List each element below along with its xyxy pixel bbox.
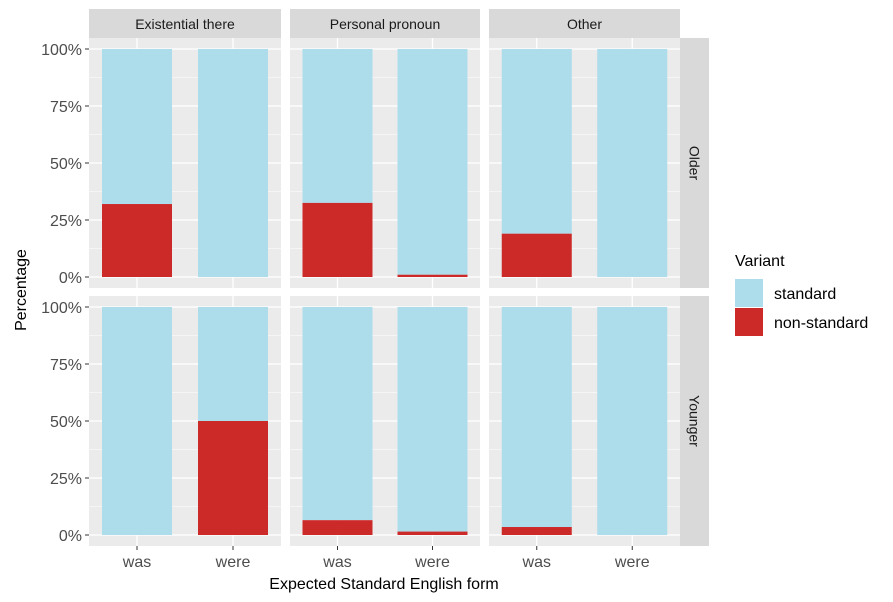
bar-standard-older-personal-pronoun-was	[302, 49, 373, 203]
x-axis-title: Expected Standard English form	[269, 576, 498, 593]
x-tick-label-were: were	[614, 554, 650, 571]
bar-standard-older-other-was	[501, 49, 572, 234]
bar-standard-older-existential-there-was	[102, 49, 172, 205]
y-tick-label: 0%	[59, 528, 82, 545]
y-tick-label: 25%	[50, 213, 82, 230]
row-strip-label-younger: Younger	[687, 395, 703, 447]
bar-non-standard-older-personal-pronoun-were	[397, 274, 468, 277]
bar-standard-younger-personal-pronoun-was	[302, 307, 373, 521]
y-tick-label: 25%	[50, 471, 82, 488]
bar-standard-younger-existential-there-were	[198, 307, 268, 421]
bar-non-standard-younger-existential-there-were	[198, 421, 268, 535]
column-strip-existential-there	[89, 9, 281, 38]
x-tick-label-were: were	[215, 554, 251, 571]
bar-standard-younger-other-were	[597, 307, 668, 535]
bar-non-standard-older-other-was	[501, 233, 572, 277]
legend-label-standard: standard	[774, 286, 836, 303]
y-tick-label: 75%	[50, 99, 82, 116]
bar-standard-younger-other-was	[501, 307, 572, 528]
column-strip-label-existential-there: Existential there	[135, 16, 235, 32]
y-tick-label: 50%	[50, 414, 82, 431]
bar-non-standard-younger-other-was	[501, 527, 572, 535]
legend-title: Variant	[735, 253, 785, 270]
x-tick-label-were: were	[414, 554, 450, 571]
y-tick-label: 50%	[50, 156, 82, 173]
y-tick-label: 0%	[59, 270, 82, 287]
legend-swatch-standard	[735, 279, 763, 307]
x-tick-label-was: was	[322, 554, 351, 571]
legend-label-non-standard: non-standard	[774, 315, 868, 332]
column-strip-other	[489, 9, 680, 38]
bar-non-standard-older-personal-pronoun-was	[302, 202, 373, 277]
bar-non-standard-younger-personal-pronoun-was	[302, 520, 373, 535]
y-axis-title: Percentage	[13, 249, 30, 331]
column-strip-label-other: Other	[567, 16, 602, 32]
bar-standard-older-personal-pronoun-were	[397, 49, 468, 275]
bar-standard-older-existential-there-were	[198, 49, 268, 277]
legend-swatch-non-standard	[735, 308, 763, 336]
bar-standard-older-other-were	[597, 49, 668, 277]
bar-standard-younger-personal-pronoun-were	[397, 307, 468, 532]
column-strip-personal-pronoun	[290, 9, 480, 38]
x-tick-label-was: was	[522, 554, 551, 571]
y-tick-label: 100%	[41, 42, 82, 59]
bar-standard-younger-existential-there-was	[102, 307, 172, 535]
y-tick-label: 75%	[50, 357, 82, 374]
bar-non-standard-older-existential-there-was	[102, 204, 172, 277]
x-tick-label-was: was	[122, 554, 151, 571]
row-strip-label-older: Older	[687, 146, 703, 181]
y-tick-label: 100%	[41, 300, 82, 317]
bar-non-standard-younger-personal-pronoun-were	[397, 531, 468, 535]
column-strip-label-personal-pronoun: Personal pronoun	[330, 16, 441, 32]
row-strip-younger	[680, 296, 709, 546]
row-strip-older	[680, 38, 709, 288]
